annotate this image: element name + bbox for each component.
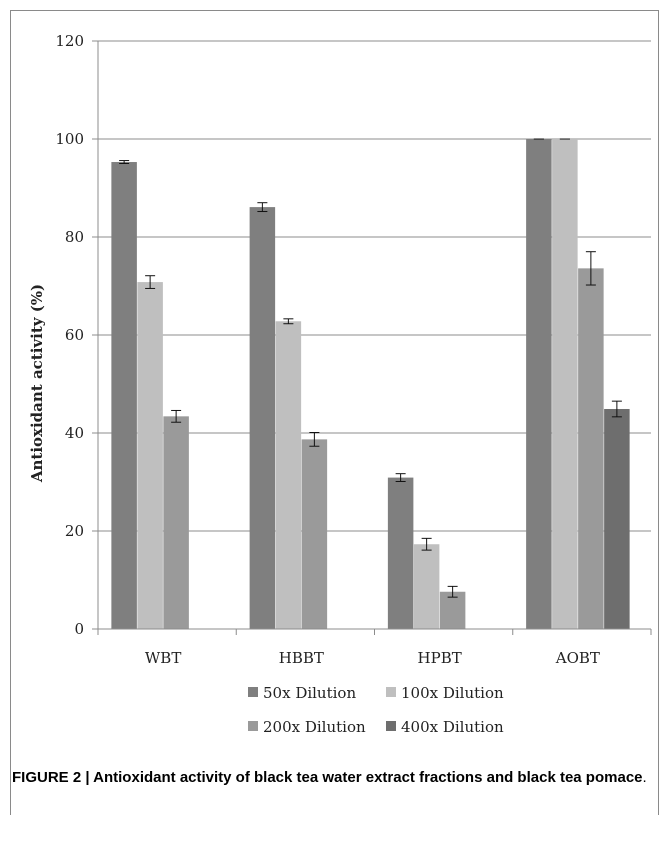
gridlines <box>98 40 651 532</box>
bar <box>578 268 604 629</box>
x-axis: WBT HBBT HPBT AOBT <box>97 628 652 667</box>
legend: 50x Dilution 100x Dilution 200x Dilution 40… <box>248 684 504 736</box>
bar <box>275 321 302 629</box>
bars <box>111 138 630 630</box>
legend-label: 100x Dilution <box>401 684 504 702</box>
legend-swatch <box>248 687 258 697</box>
figure-frame <box>10 10 659 815</box>
legend-label: 400x Dilution <box>401 718 504 736</box>
y-tick-label: 120 <box>55 32 84 50</box>
bar <box>249 207 276 630</box>
legend-swatch <box>386 721 396 731</box>
caption-title: FIGURE 2 | Antioxidant activity of black… <box>12 769 643 786</box>
bar <box>413 544 440 629</box>
bar <box>111 162 137 629</box>
x-tick-label: WBT <box>145 649 181 667</box>
bar-chart: 0 20 40 60 80 100 120 WBT HBBT HPBT AOBT Antioxid… <box>28 32 652 736</box>
caption-period: . <box>642 769 647 786</box>
legend-swatch <box>248 721 258 731</box>
bar <box>604 408 630 629</box>
x-tick-label: AOBT <box>555 649 600 667</box>
bar <box>439 591 466 629</box>
y-tick-label: 40 <box>65 424 84 442</box>
y-tick-label: 60 <box>65 326 84 344</box>
figure-caption: FIGURE 2 | Antioxidant activity of black… <box>12 768 652 788</box>
bar <box>163 416 189 629</box>
y-tick-label: 20 <box>65 522 84 540</box>
bar <box>552 139 578 629</box>
bar <box>137 282 163 629</box>
y-axis-title: Antioxidant activity (%) <box>28 284 46 483</box>
legend-swatch <box>386 687 396 697</box>
bar <box>526 139 552 629</box>
legend-label: 200x Dilution <box>263 718 366 736</box>
y-tick-label: 100 <box>55 130 84 148</box>
y-axis: 0 20 40 60 80 100 120 <box>55 32 99 638</box>
x-tick-label: HPBT <box>418 649 462 667</box>
bar <box>301 439 328 629</box>
legend-label: 50x Dilution <box>263 684 356 702</box>
x-tick-label: HBBT <box>279 649 324 667</box>
y-tick-label: 80 <box>65 228 84 246</box>
bar <box>387 477 414 629</box>
y-tick-label: 0 <box>74 620 84 638</box>
